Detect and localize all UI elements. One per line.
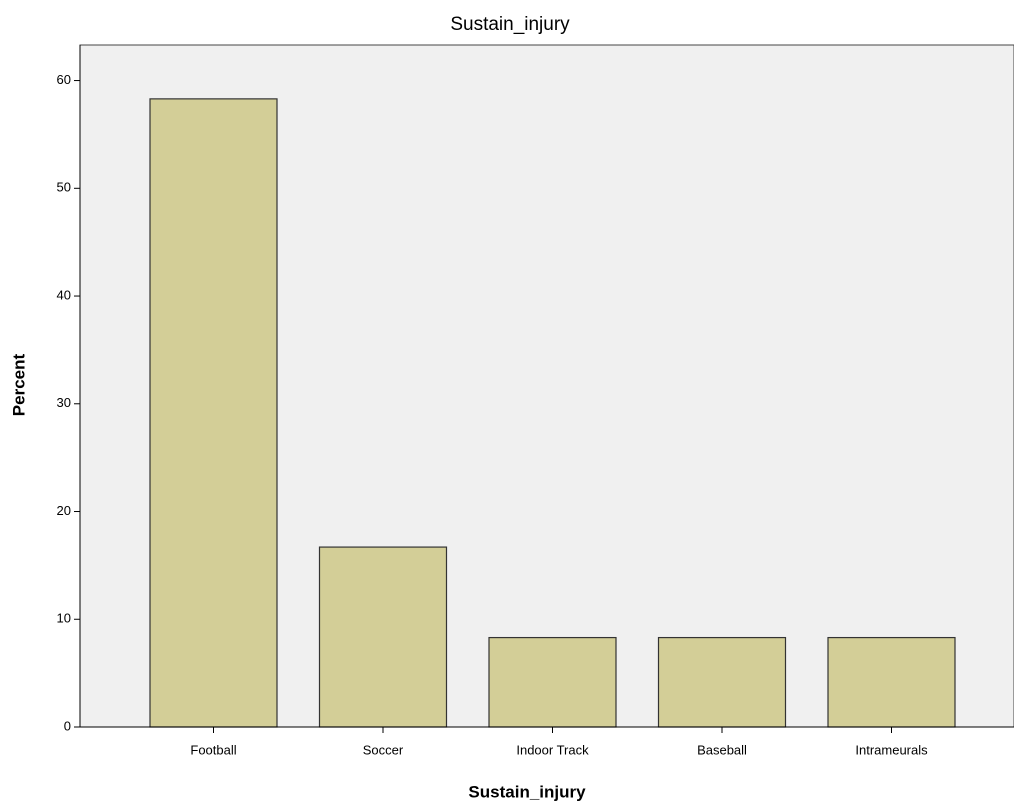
- bar: [149, 98, 278, 728]
- x-tick-label: Soccer: [363, 742, 404, 757]
- y-tick-label: 0: [64, 718, 71, 733]
- bar: [827, 636, 956, 728]
- y-tick-label: 60: [57, 72, 71, 87]
- y-tick-label: 30: [57, 395, 71, 410]
- y-tick-label: 10: [57, 611, 71, 626]
- chart-title: Sustain_injury: [450, 14, 570, 35]
- y-tick-label: 40: [57, 287, 71, 302]
- x-tick-label: Indoor Track: [516, 742, 589, 757]
- bar: [488, 636, 617, 728]
- x-tick-label: Football: [190, 742, 236, 757]
- x-tick-label: Baseball: [697, 742, 747, 757]
- bar: [318, 546, 448, 728]
- bar: [657, 636, 787, 728]
- y-axis-title: Percent: [9, 353, 28, 416]
- x-tick-label: Intrameurals: [855, 742, 928, 757]
- x-axis-title: Sustain_injury: [468, 782, 586, 801]
- y-tick-label: 50: [57, 180, 71, 195]
- y-tick-label: 20: [57, 503, 71, 518]
